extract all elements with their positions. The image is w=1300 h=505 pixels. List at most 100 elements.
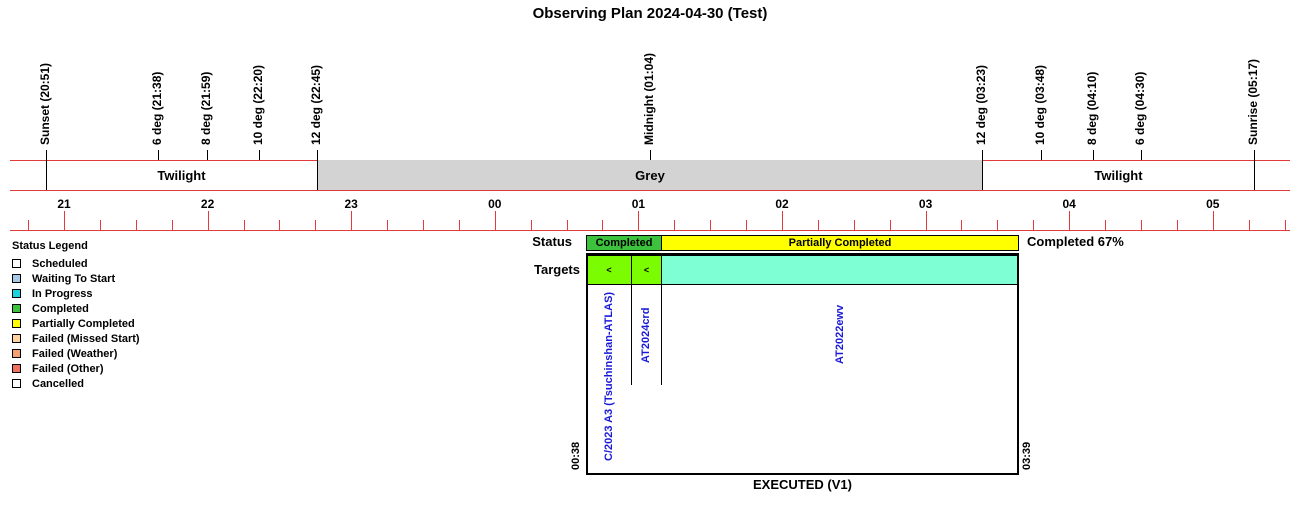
status-partial-segment[interactable]: Partially Completed [661, 235, 1019, 251]
band-twilight-morning: Twilight [1094, 167, 1143, 183]
target-name-tsuchinshan: C/2023 A3 (Tsuchinshan-ATLAS) [603, 291, 615, 461]
legend-item: Waiting To Start [12, 271, 140, 286]
event-tick [317, 150, 318, 160]
legend-item: Completed [12, 301, 140, 316]
minor-tick [818, 220, 819, 230]
legend-swatch [12, 364, 21, 373]
minor-tick [459, 220, 460, 230]
event-tick [982, 150, 983, 160]
event-tick [1093, 150, 1094, 160]
legend-swatch [12, 334, 21, 343]
hour-label: 00 [488, 197, 502, 211]
minor-tick [854, 220, 855, 230]
legend-label: Scheduled [32, 257, 88, 270]
minor-tick [602, 220, 603, 230]
legend-label: Failed (Missed Start) [32, 332, 140, 345]
minor-tick [100, 220, 101, 230]
minor-tick [279, 220, 280, 230]
target-name-at2024crd: AT2024crd [640, 307, 652, 363]
legend-item: Failed (Missed Start) [12, 331, 140, 346]
minor-tick [674, 220, 675, 230]
timeline-band-bottom-line [10, 190, 1290, 191]
legend-label: Cancelled [32, 377, 84, 390]
target-block-at2022ewv[interactable] [661, 255, 1019, 285]
legend-item: Cancelled [12, 376, 140, 391]
target-name-at2022ewv: AT2022ewv [834, 304, 846, 364]
legend-label: Failed (Other) [32, 362, 104, 375]
legend-item: Failed (Other) [12, 361, 140, 376]
event-label: 6 deg (21:38) [150, 71, 164, 145]
legend-item: In Progress [12, 286, 140, 301]
legend-swatch [12, 349, 21, 358]
legend-swatch [12, 274, 21, 283]
event-label: 8 deg (04:10) [1085, 71, 1099, 145]
band-grey: Grey [317, 160, 983, 190]
hour-label: 01 [631, 197, 646, 211]
target-divider-1 [631, 285, 632, 385]
minor-tick [1141, 220, 1142, 230]
hour-label: 04 [1062, 197, 1076, 211]
legend-label: Waiting To Start [32, 272, 116, 285]
minor-tick [710, 220, 711, 230]
minor-tick [997, 220, 998, 230]
status-legend: Status Legend Scheduled Waiting To Start I… [12, 240, 140, 391]
target-block-tsuchinshan[interactable]: < [586, 255, 632, 285]
minor-tick [1177, 220, 1178, 230]
legend-label: Completed [32, 302, 89, 315]
legend-label: Failed (Weather) [32, 347, 118, 360]
minor-tick [315, 220, 316, 230]
targets-row-label: Targets [534, 262, 580, 277]
event-label: 10 deg (22:20) [251, 64, 265, 145]
event-label: 10 deg (03:48) [1033, 64, 1047, 145]
hour-tick [1212, 211, 1214, 230]
minor-tick [890, 220, 891, 230]
event-label: Midnight (01:04) [642, 53, 656, 145]
minor-tick [1033, 220, 1034, 230]
hour-tick [351, 211, 353, 230]
hour-label: 02 [775, 197, 789, 211]
hour-tick [494, 211, 496, 230]
minor-tick [961, 220, 962, 230]
event-tick [650, 150, 651, 160]
hour-tick [64, 211, 65, 230]
legend-swatch [12, 304, 21, 313]
plan-end-time: 03:39 [1021, 441, 1033, 470]
minor-tick [136, 220, 137, 230]
hour-axis-line [10, 230, 1290, 231]
hour-label: 22 [200, 197, 215, 211]
legend-label: In Progress [32, 287, 93, 300]
hour-label: 21 [57, 197, 71, 211]
event-label: 6 deg (04:30) [1133, 71, 1147, 145]
hour-label: 23 [344, 197, 358, 211]
minor-tick [1249, 220, 1250, 230]
minor-tick [1105, 220, 1106, 230]
band-twilight-evening: Twilight [157, 167, 206, 183]
legend-item: Failed (Weather) [12, 346, 140, 361]
legend-swatch [12, 289, 21, 298]
event-label: 12 deg (03:23) [974, 64, 988, 145]
hour-tick [1069, 211, 1071, 230]
minor-tick [423, 220, 424, 230]
legend-swatch [12, 319, 21, 328]
sunset-line [46, 150, 47, 190]
legend-swatch [12, 259, 21, 268]
legend-label: Partially Completed [32, 317, 135, 330]
target-divider-2 [661, 285, 662, 385]
legend-item: Partially Completed [12, 316, 140, 331]
completion-summary: Completed 67% [1027, 234, 1124, 249]
event-tick [259, 150, 260, 160]
event-label: 8 deg (21:59) [199, 71, 213, 145]
hour-label: 05 [1206, 197, 1220, 211]
hour-tick [782, 211, 783, 230]
event-tick [1041, 150, 1042, 160]
executed-footer: EXECUTED (V1) [753, 477, 852, 492]
event-tick [1141, 150, 1142, 160]
hour-label: 03 [918, 197, 933, 211]
minor-tick [28, 220, 29, 230]
legend-item: Scheduled [12, 256, 140, 271]
status-row-label: Status [532, 234, 572, 249]
sunrise-line [1254, 150, 1255, 190]
hour-tick [207, 211, 209, 230]
status-completed-segment[interactable]: Completed [586, 235, 662, 251]
plan-start-time: 00:38 [570, 441, 582, 470]
